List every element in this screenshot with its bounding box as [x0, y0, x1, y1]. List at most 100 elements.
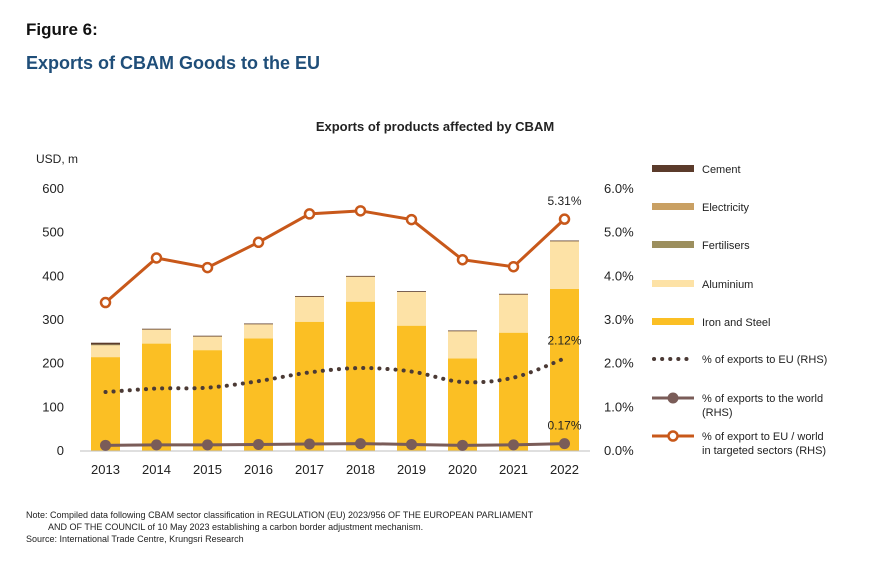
legend-label: Iron and Steel — [702, 317, 771, 329]
bar-aluminium — [295, 296, 324, 322]
bar-iron-and-steel — [550, 288, 579, 451]
y-tick-label: 300 — [42, 312, 64, 327]
y2-tick-label: 5.0% — [604, 225, 634, 240]
marker-targeted-sectors — [507, 260, 520, 273]
legend-label: % of export to EU / world — [702, 431, 824, 443]
figure-title: Exports of CBAM Goods to the EU — [26, 53, 320, 73]
bar-aluminium — [142, 329, 171, 344]
bar-cement — [142, 328, 171, 330]
line-exports-to-world — [105, 442, 565, 447]
y2-tick-label: 2.0% — [604, 356, 634, 371]
legend-swatch — [652, 165, 694, 172]
bar-aluminium — [448, 330, 477, 359]
chart-title: Exports of products affected by CBAM — [315, 119, 555, 134]
x-axis-ticks: 2013 2014 2015 2016 2017 2018 2019 2020 2021 2022 — [91, 462, 579, 477]
bar-iron-and-steel — [295, 321, 324, 451]
y-tick-label: 400 — [42, 268, 64, 283]
x-tick-label: 2017 — [295, 462, 324, 477]
y2-tick-label: 6.0% — [604, 181, 634, 196]
bar-iron-and-steel — [448, 358, 477, 451]
data-label: 2.12% — [547, 333, 581, 347]
y-axis-label: USD, m — [36, 152, 78, 166]
figure-label: Figure 6: — [26, 20, 98, 39]
marker-targeted-sectors — [303, 208, 316, 220]
y2-tick-label: 1.0% — [604, 399, 634, 414]
bar-iron-and-steel — [91, 357, 120, 451]
bar-cement — [193, 335, 222, 337]
bar-aluminium — [499, 294, 528, 333]
bar-aluminium — [397, 291, 426, 326]
legend-marker — [667, 430, 679, 442]
notes: Note: Compiled data following CBAM secto… — [26, 509, 533, 545]
marker-exports-to-world — [457, 439, 468, 451]
x-tick-label: 2018 — [346, 462, 375, 477]
bar-aluminium — [244, 323, 273, 339]
marker-targeted-sectors — [405, 213, 418, 226]
legend-label-line2: in targeted sectors (RHS) — [702, 445, 826, 457]
bar-cement — [91, 342, 120, 345]
y-tick-label: 200 — [42, 356, 64, 371]
marker-targeted-sectors — [558, 213, 571, 225]
x-tick-label: 2021 — [499, 462, 528, 477]
legend-label: Cement — [702, 164, 741, 176]
marker-exports-to-world — [151, 439, 162, 451]
bar-iron-and-steel — [499, 332, 528, 451]
legend: Cement Electricity Fertilisers Aluminium Iro… — [652, 164, 827, 457]
marker-targeted-sectors — [150, 252, 163, 264]
bar-iron-and-steel — [142, 343, 171, 451]
legend-swatch — [652, 241, 694, 248]
bar-cement — [346, 275, 375, 277]
bar-cement — [448, 330, 477, 332]
y-axis-ticks: 0 100 200 300 400 500 600 — [42, 181, 64, 458]
marker-targeted-sectors — [201, 261, 214, 274]
bar-cement — [397, 291, 426, 292]
bar-series — [91, 240, 579, 451]
y2-tick-label: 3.0% — [604, 312, 634, 327]
x-tick-label: 2020 — [448, 462, 477, 477]
bar-iron-and-steel — [397, 325, 426, 451]
marker-exports-to-world — [355, 438, 366, 450]
marker-exports-to-world — [406, 438, 417, 450]
legend-label-line2: (RHS) — [702, 407, 733, 419]
data-labels: 5.31% 2.12% 0.17% — [547, 194, 581, 432]
data-label: 5.31% — [547, 194, 581, 208]
legend-swatch — [652, 318, 694, 325]
line-exports-to-eu — [103, 356, 567, 395]
bar-iron-and-steel — [193, 350, 222, 451]
bar-aluminium — [550, 240, 579, 289]
y-tick-label: 0 — [57, 443, 64, 458]
marker-exports-to-world — [253, 438, 264, 450]
x-tick-label: 2015 — [193, 462, 222, 477]
marker-targeted-sectors — [252, 236, 265, 249]
marker-exports-to-world — [304, 438, 315, 450]
x-tick-label: 2019 — [397, 462, 426, 477]
legend-label: % of exports to EU (RHS) — [702, 354, 827, 366]
x-tick-label: 2016 — [244, 462, 273, 477]
data-label: 0.17% — [547, 419, 581, 433]
chart-area: USD, m 0 100 200 300 400 500 600 0.0% 1.0% 2.0% 3… — [36, 152, 827, 477]
legend-swatch — [652, 280, 694, 287]
marker-exports-to-world — [559, 438, 570, 450]
bar-cement — [499, 293, 528, 295]
bar-iron-and-steel — [346, 301, 375, 451]
note-line-1: Note: Compiled data following CBAM secto… — [26, 510, 534, 520]
note-line-2: AND OF THE COUNCIL of 10 May 2023 establ… — [48, 522, 424, 532]
y-tick-label: 600 — [42, 181, 64, 196]
marker-exports-to-world — [100, 439, 111, 451]
bar-aluminium — [346, 276, 375, 302]
bar-iron-and-steel — [244, 338, 273, 451]
x-tick-label: 2014 — [142, 462, 171, 477]
legend-label: Electricity — [702, 202, 750, 214]
bar-cement — [244, 323, 273, 325]
bar-aluminium — [91, 344, 120, 358]
legend-marker — [667, 392, 679, 404]
marker-exports-to-world — [202, 439, 213, 451]
line-series — [99, 205, 571, 451]
legend-label: % of exports to the world — [702, 393, 823, 405]
x-tick-label: 2022 — [550, 462, 579, 477]
x-tick-label: 2013 — [91, 462, 120, 477]
bar-cement — [550, 240, 579, 242]
marker-exports-to-world — [508, 439, 519, 451]
bar-aluminium — [193, 336, 222, 351]
bar-cement — [295, 295, 324, 297]
